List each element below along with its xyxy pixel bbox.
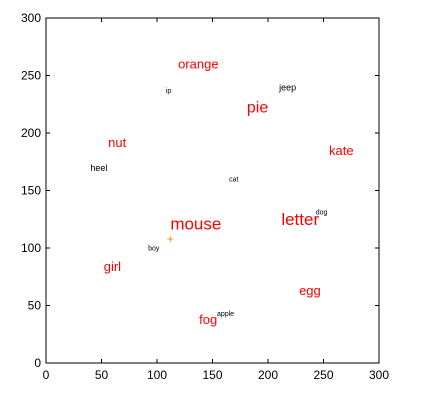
- point-label-apple: apple: [217, 311, 234, 318]
- x-tick-label: 150: [202, 368, 222, 382]
- y-tick-label: 0: [34, 356, 41, 370]
- point-label-kate: kate: [329, 143, 354, 158]
- point-label-cat: cat: [229, 176, 238, 183]
- point-label-egg: egg: [299, 283, 321, 298]
- point-label-heel: heel: [90, 163, 107, 173]
- star-marker: +: [167, 232, 174, 246]
- point-label-mouse: mouse: [170, 215, 221, 234]
- x-tick-label: 250: [313, 368, 333, 382]
- x-tick-label: 0: [43, 368, 50, 382]
- y-axis: 0 50 100 150 200 250 300: [21, 11, 379, 370]
- x-tick-label: 200: [258, 368, 278, 382]
- point-label-dog: dog: [316, 210, 328, 217]
- point-label-jeep: jeep: [278, 82, 296, 92]
- point-label-girl: girl: [104, 259, 121, 274]
- point-label-ip: ip: [166, 88, 172, 95]
- y-tick-label: 100: [21, 241, 41, 255]
- y-tick-label: 50: [28, 299, 42, 313]
- point-label-pie: pie: [247, 99, 268, 116]
- point-label-boy: boy: [148, 245, 160, 252]
- x-axis: 0 50 100 150 200 250 300: [43, 18, 389, 382]
- y-tick-label: 150: [21, 184, 41, 198]
- point-label-nut: nut: [108, 135, 126, 150]
- x-tick-label: 100: [147, 368, 167, 382]
- point-label-orange: orange: [178, 57, 218, 72]
- y-tick-label: 250: [21, 69, 41, 83]
- y-tick-label: 300: [21, 11, 41, 25]
- plot-area: [45, 17, 380, 364]
- y-tick-label: 200: [21, 126, 41, 140]
- x-tick-label: 50: [95, 368, 109, 382]
- point-label-letter: letter: [281, 210, 319, 229]
- point-label-fog: fog: [199, 312, 217, 327]
- x-tick-label: 300: [369, 368, 389, 382]
